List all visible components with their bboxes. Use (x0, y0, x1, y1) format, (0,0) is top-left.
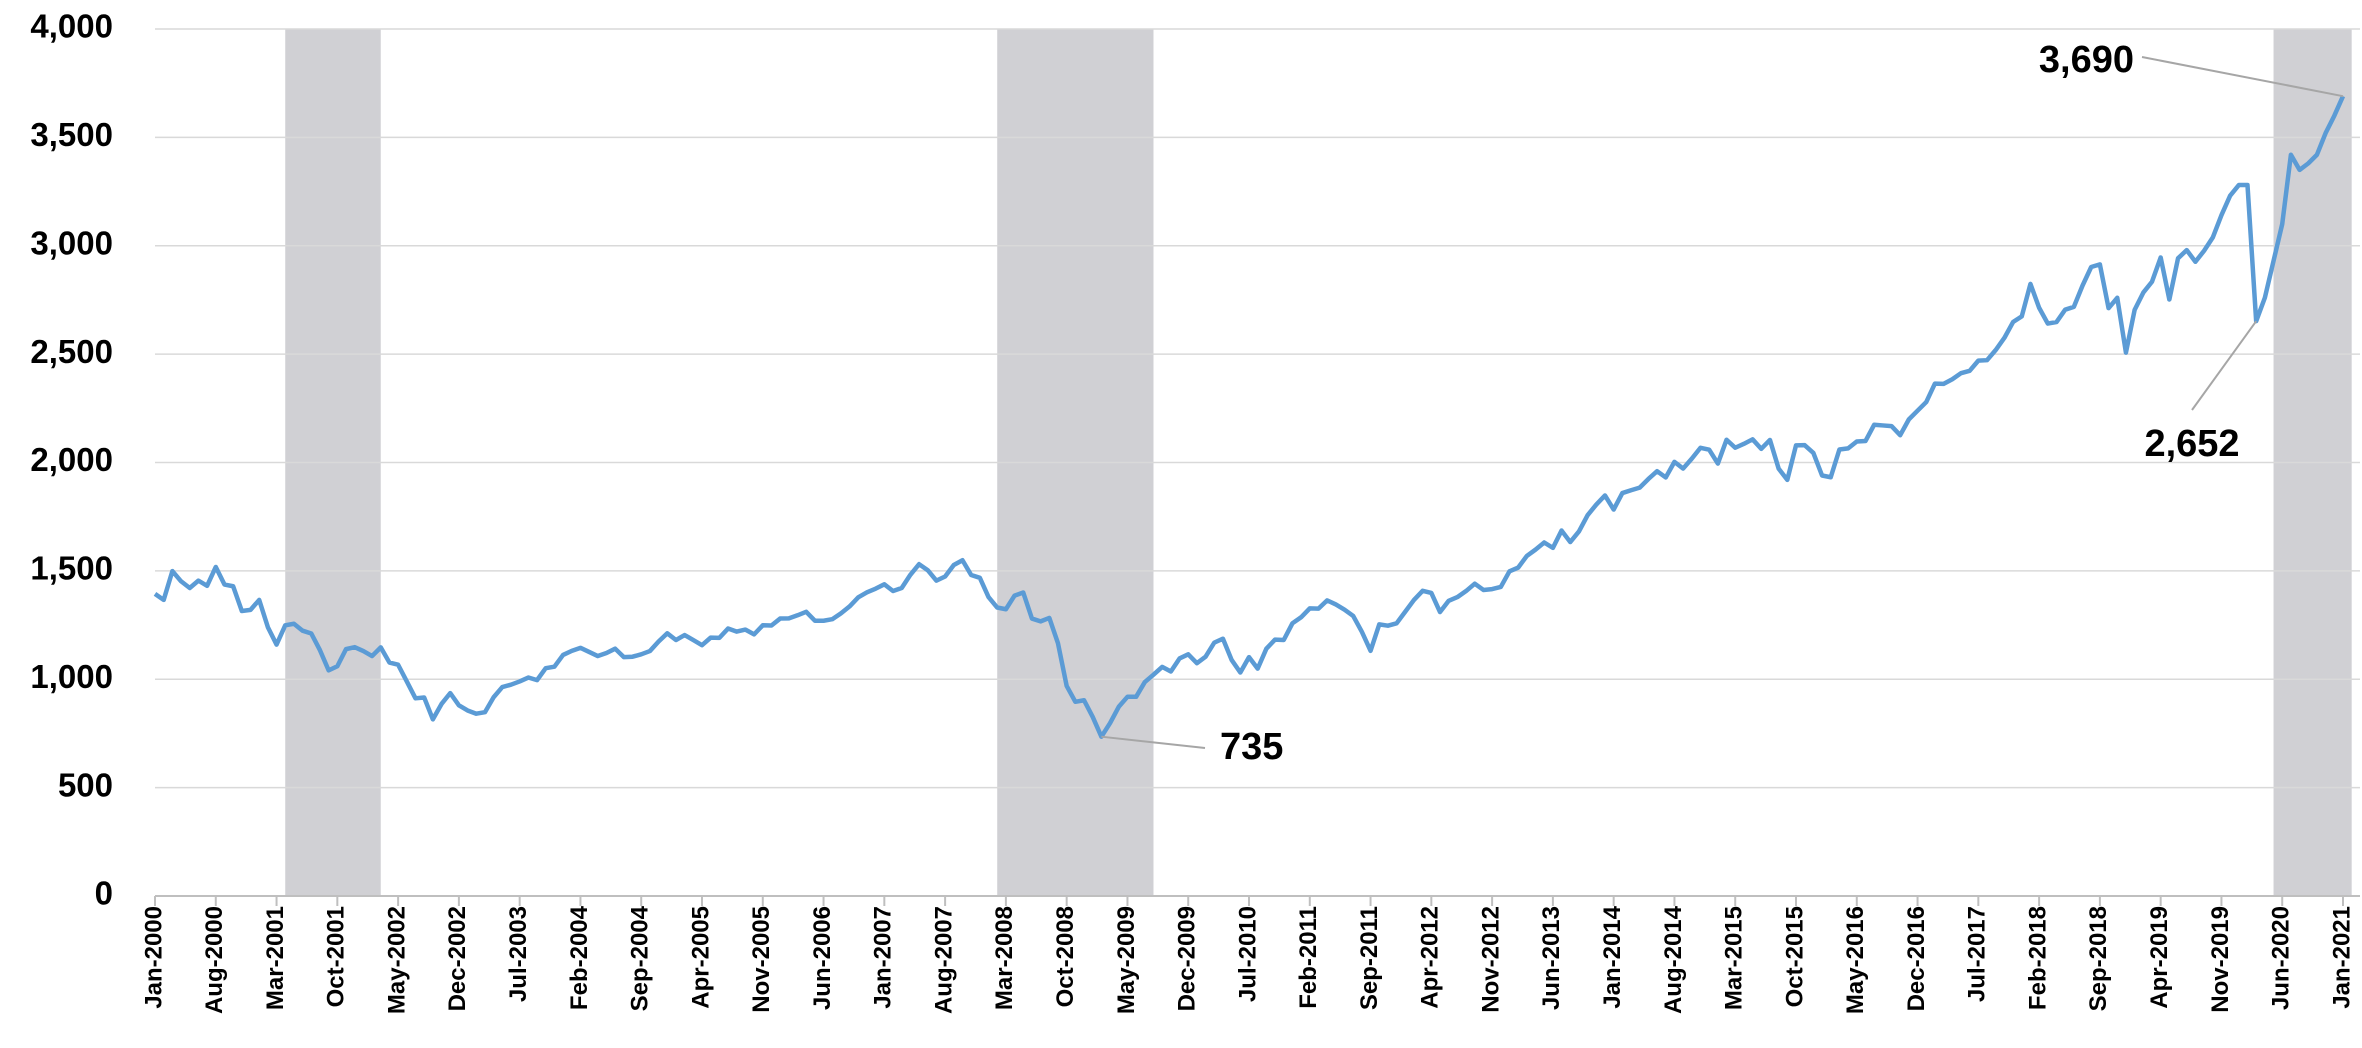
x-tick-label: Oct-2001 (323, 906, 350, 1007)
annotation-label: 3,690 (2039, 39, 2134, 81)
x-tick-label: Apr-2005 (687, 906, 714, 1009)
x-tick-label: May-2002 (383, 906, 410, 1014)
x-tick-label: Jan-2007 (870, 906, 897, 1009)
x-tick-label: Dec-2002 (444, 906, 471, 1011)
x-tick-label: Oct-2008 (1052, 906, 1079, 1007)
y-tick-label: 1,000 (30, 658, 113, 695)
y-tick-label: 2,000 (30, 441, 113, 478)
x-tick-label: Nov-2019 (2207, 906, 2234, 1013)
x-tick-label: Sep-2004 (627, 905, 654, 1011)
x-tick-label: Feb-2004 (566, 905, 593, 1010)
annotation-leader (1101, 735, 1206, 749)
y-tick-label: 3,500 (30, 116, 113, 153)
x-tick-label: Apr-2019 (2146, 906, 2173, 1009)
x-tick-label: May-2016 (1842, 906, 1869, 1014)
x-tick-label: Jun-2006 (809, 906, 836, 1010)
x-tick-label: Apr-2012 (1417, 906, 1444, 1009)
x-tick-label: May-2009 (1113, 906, 1140, 1014)
annotation-label: 2,652 (2144, 423, 2239, 465)
line-series (153, 95, 2346, 739)
x-tick-label: Nov-2005 (748, 906, 775, 1013)
y-tick-label: 500 (58, 766, 113, 803)
x-tick-label: Mar-2015 (1721, 906, 1748, 1010)
x-tick-label: Dec-2009 (1174, 906, 1201, 1011)
x-tick-label: Jun-2020 (2268, 906, 2295, 1010)
x-tick-label: Aug-2007 (930, 906, 957, 1014)
x-tick-label: Jul-2010 (1234, 906, 1261, 1002)
y-tick-label: 1,500 (30, 550, 113, 587)
x-tick-label: Nov-2012 (1477, 906, 1504, 1013)
x-tick-label: Sep-2011 (1356, 906, 1383, 1010)
x-tick-label: Sep-2018 (2085, 906, 2112, 1011)
annotation-leader (2141, 56, 2344, 98)
x-tick-label: Feb-2011 (1295, 906, 1322, 1009)
x-tick-label: Mar-2008 (991, 906, 1018, 1010)
x-tick-label: Jan-2021 (2328, 906, 2355, 1009)
y-tick-label: 3,000 (30, 224, 113, 261)
x-tick-label: Oct-2015 (1781, 906, 1808, 1007)
y-tick-label: 0 (95, 875, 113, 912)
annotation-label: 735 (1220, 726, 1283, 768)
x-tick-label: Jul-2017 (1964, 906, 1991, 1002)
x-tick-label: Jul-2003 (505, 906, 532, 1002)
x-tick-label: Aug-2000 (201, 906, 228, 1014)
x-tick-label: Jun-2013 (1538, 906, 1565, 1010)
x-tick-label: Feb-2018 (2024, 906, 2051, 1010)
y-tick-label: 4,000 (30, 8, 113, 45)
x-tick-label: Dec-2016 (1903, 906, 1930, 1011)
y-tick-label: 2,500 (30, 333, 113, 370)
x-tick-label: Jan-2014 (1599, 905, 1626, 1008)
annotation-leader (2191, 320, 2257, 411)
x-tick-label: Aug-2014 (1660, 905, 1687, 1014)
x-tick-label: Mar-2001 (262, 906, 289, 1010)
x-tick-label: Jan-2000 (140, 906, 167, 1009)
